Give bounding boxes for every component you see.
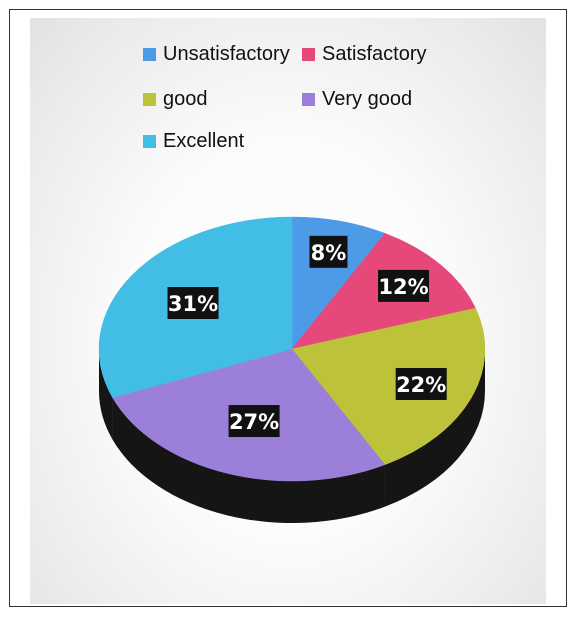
legend-label-very-good: Very good	[322, 88, 413, 110]
legend-item-good: good	[143, 88, 208, 111]
legend-label-good: good	[163, 88, 208, 110]
legend-swatch-good	[143, 93, 156, 106]
data-label-text-excellent: 31%	[168, 292, 218, 316]
data-label-text-satisfactory: 12%	[378, 275, 428, 299]
legend-item-excellent: Excellent	[143, 130, 244, 153]
data-label-very-good: 27%	[228, 405, 280, 438]
pie-side-good	[384, 349, 485, 507]
legend-label-unsatisfactory: Unsatisfactory	[163, 43, 290, 65]
pie-side-excellent	[99, 349, 113, 440]
data-label-satisfactory: 12%	[378, 269, 430, 302]
legend-item-satisfactory: Satisfactory	[302, 43, 426, 66]
data-label-good: 22%	[395, 367, 447, 400]
legend-swatch-excellent	[143, 135, 156, 148]
pie-top	[98, 216, 486, 482]
legend-item-unsatisfactory: Unsatisfactory	[143, 43, 290, 66]
legend-swatch-satisfactory	[302, 48, 315, 61]
data-label-text-good: 22%	[396, 373, 446, 397]
data-label-text-unsatisfactory: 8%	[311, 241, 347, 265]
data-label-excellent: 31%	[167, 286, 219, 319]
pie-data-labels: 8% 12% 22% 27% 31%	[167, 235, 447, 438]
legend-label-excellent: Excellent	[163, 130, 245, 152]
pie-slice-good	[291, 307, 486, 465]
chart-frame	[9, 9, 567, 607]
data-label-unsatisfactory: 8%	[309, 235, 348, 268]
legend-swatch-very-good	[302, 93, 315, 106]
legend-swatch-unsatisfactory	[143, 48, 156, 61]
pie-sides	[99, 349, 485, 523]
legend-label-satisfactory: Satisfactory	[322, 43, 427, 65]
pie-side-very-good	[112, 397, 385, 523]
legend-item-very-good: Very good	[302, 88, 412, 111]
data-label-text-very-good: 27%	[229, 410, 279, 434]
